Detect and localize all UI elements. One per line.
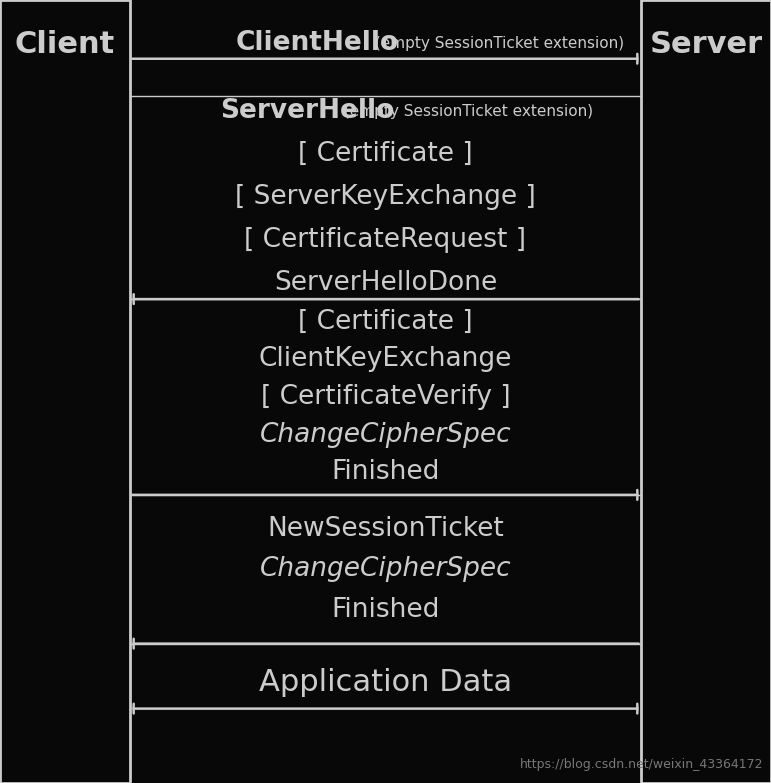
Text: ClientHello: ClientHello — [235, 30, 399, 56]
Text: [ CertificateRequest ]: [ CertificateRequest ] — [244, 227, 527, 254]
Text: Application Data: Application Data — [259, 668, 512, 698]
Text: [ ServerKeyExchange ]: [ ServerKeyExchange ] — [235, 184, 536, 211]
Text: https://blog.csdn.net/weixin_43364172: https://blog.csdn.net/weixin_43364172 — [520, 758, 763, 771]
Text: [ CertificateVerify ]: [ CertificateVerify ] — [261, 384, 510, 410]
Text: [ Certificate ]: [ Certificate ] — [298, 309, 473, 335]
Bar — [0, 0, 130, 783]
Text: ServerHelloDone: ServerHelloDone — [274, 270, 497, 297]
Text: (empty SessionTicket extension): (empty SessionTicket extension) — [370, 35, 625, 51]
Text: ChangeCipherSpec: ChangeCipherSpec — [260, 421, 511, 448]
Text: Finished: Finished — [332, 597, 439, 623]
Text: Finished: Finished — [332, 459, 439, 485]
Bar — [641, 0, 771, 783]
Text: ClientKeyExchange: ClientKeyExchange — [259, 346, 512, 373]
Text: Client: Client — [15, 30, 115, 59]
Text: ChangeCipherSpec: ChangeCipherSpec — [260, 556, 511, 583]
Text: NewSessionTicket: NewSessionTicket — [267, 515, 504, 542]
Text: ServerHello: ServerHello — [220, 98, 394, 124]
Text: [ Certificate ]: [ Certificate ] — [298, 141, 473, 168]
Text: Server: Server — [650, 30, 763, 59]
Text: (empty SessionTicket extension): (empty SessionTicket extension) — [339, 103, 594, 119]
